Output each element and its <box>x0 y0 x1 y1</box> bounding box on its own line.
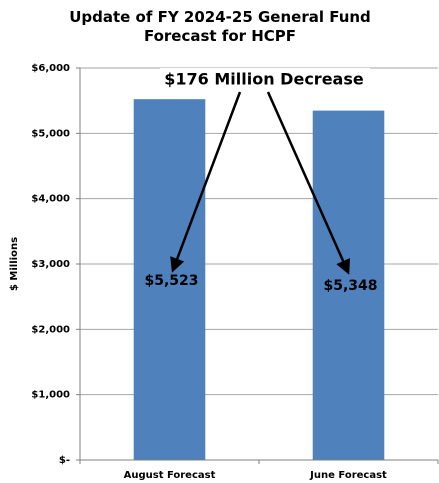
chart-title: Update of FY 2024-25 General Fund Foreca… <box>69 8 371 45</box>
value-label: $5,523 <box>144 273 198 289</box>
y-axis-label: $ Millions <box>9 237 20 291</box>
y-tick-label: $2,000 <box>31 324 70 335</box>
y-tick-label: $5,000 <box>31 128 70 139</box>
y-tick-label: $4,000 <box>31 194 70 205</box>
y-tick-label: $- <box>59 455 70 466</box>
arrow <box>170 91 242 273</box>
arrow <box>266 91 350 275</box>
annotation-bg <box>160 68 370 90</box>
annotation: $176 Million Decrease <box>164 70 364 89</box>
bar <box>312 110 385 460</box>
y-tick-label: $1,000 <box>31 390 70 401</box>
y-tick-label: $6,000 <box>31 63 70 74</box>
bar <box>133 99 206 460</box>
x-tick-label: June Forecast <box>309 470 387 481</box>
value-label: $5,348 <box>323 278 377 294</box>
x-tick-label: August Forecast <box>124 470 216 481</box>
y-tick-label: $3,000 <box>31 259 70 270</box>
